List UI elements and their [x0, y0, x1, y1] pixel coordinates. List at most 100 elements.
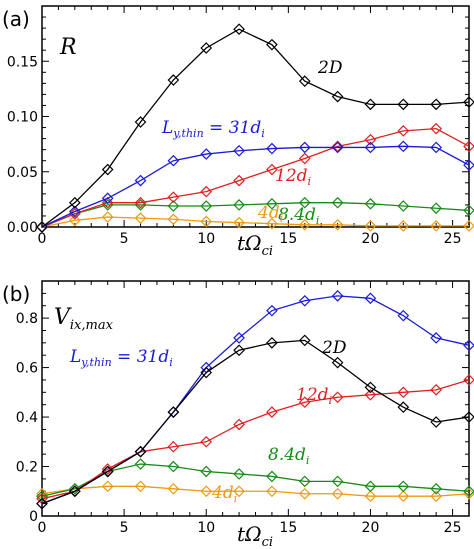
data-point-marker	[266, 142, 278, 155]
series-annotation: 12di	[296, 385, 332, 407]
data-point-marker	[266, 304, 278, 317]
y-tick-label: 0.8	[16, 311, 38, 327]
data-point-marker	[298, 475, 311, 488]
data-point-marker	[463, 487, 474, 500]
data-point-marker	[200, 465, 213, 478]
series-annotation: 8.4di	[268, 445, 309, 467]
data-point-marker	[298, 487, 311, 500]
title-main: V	[54, 305, 72, 330]
data-point-marker	[167, 200, 180, 212]
data-point-marker	[430, 482, 443, 495]
x-axis-label-subscript: ci	[262, 535, 273, 549]
data-point-marker	[298, 294, 311, 307]
data-point-marker	[364, 133, 377, 146]
title-subscript: ix,max	[70, 318, 114, 333]
data-point-marker	[331, 487, 344, 500]
annotation-subscript: i	[329, 394, 333, 407]
data-point-marker	[463, 220, 474, 232]
data-point-marker	[331, 475, 344, 488]
data-point-marker	[331, 140, 344, 153]
data-point-marker	[200, 42, 213, 54]
title-main: R	[59, 35, 77, 60]
x-axis-label: tΩci	[237, 231, 273, 259]
data-point-marker	[298, 218, 311, 231]
data-point-marker	[134, 480, 147, 493]
data-point-marker	[397, 386, 410, 399]
data-point-marker	[266, 406, 278, 418]
x-tick-label: 5	[120, 520, 129, 536]
data-point-marker	[200, 366, 213, 379]
y-tick-label: 0.15	[7, 54, 38, 70]
series-annotation: Ly,thin = 31di	[161, 118, 265, 140]
series-4d-i	[36, 480, 474, 503]
y-tick-label: 0.00	[7, 220, 38, 236]
series-line	[41, 145, 470, 228]
data-point-marker	[266, 217, 278, 230]
y-tick-label: 0.6	[16, 361, 38, 377]
annotation-subscript: y,thin	[172, 127, 203, 140]
data-point-marker	[364, 388, 377, 401]
series-annotation: 2D	[317, 58, 343, 78]
data-point-marker	[134, 174, 147, 187]
annotation-subscript: i	[234, 492, 238, 505]
annotation-text: 8.4d	[278, 205, 316, 225]
annotation-subscript: i	[280, 212, 284, 225]
data-point-marker	[298, 152, 311, 165]
panel-label: (a)	[2, 7, 30, 31]
series-annotation: 8.4di	[278, 205, 319, 227]
annotation-subscript: i	[169, 356, 173, 369]
data-point-marker	[200, 435, 213, 448]
data-point-marker	[266, 485, 278, 498]
data-point-marker	[364, 480, 377, 493]
y-tick-label: 0.4	[16, 410, 38, 426]
data-point-marker	[266, 470, 278, 483]
data-point-marker	[364, 381, 377, 394]
series-line	[41, 379, 470, 500]
y-tick-label: 0.2	[16, 460, 38, 476]
data-point-marker	[463, 374, 474, 386]
data-point-marker	[101, 192, 114, 205]
data-point-marker	[233, 485, 245, 498]
data-point-marker	[397, 98, 410, 111]
data-point-marker	[233, 468, 245, 480]
series-annotation: Ly,thin = 31di	[69, 347, 173, 369]
data-point-marker	[101, 211, 114, 223]
x-axis-label-subscript: ci	[262, 244, 273, 259]
data-point-marker	[397, 200, 410, 212]
data-point-marker	[68, 482, 81, 495]
data-point-marker	[101, 163, 114, 176]
annotation-text: 8.4d	[268, 445, 306, 465]
data-point-marker	[200, 185, 213, 198]
series-8-4d-i	[36, 458, 474, 503]
annotation-text-rest: = 31d	[204, 118, 262, 138]
annotation-subscript: i	[261, 127, 265, 140]
x-tick-label: 10	[197, 231, 215, 247]
data-point-marker	[430, 220, 443, 232]
data-point-marker	[167, 74, 180, 86]
panel-title: Vix,max	[54, 305, 114, 333]
data-point-marker	[68, 485, 81, 498]
y-tick-label: 0.10	[7, 110, 38, 126]
data-point-marker	[134, 116, 147, 128]
data-point-marker	[134, 458, 147, 470]
annotation-text: 4d	[211, 483, 234, 503]
annotation-text: 4d	[257, 203, 280, 223]
data-point-marker	[397, 309, 410, 322]
data-point-marker	[364, 141, 377, 154]
panel-label: (b)	[2, 282, 30, 306]
data-point-marker	[331, 218, 344, 231]
data-point-marker	[68, 207, 81, 220]
data-point-marker	[364, 98, 377, 111]
data-point-marker	[167, 406, 180, 418]
data-point-marker	[266, 197, 278, 210]
data-point-marker	[200, 485, 213, 498]
data-point-marker	[463, 485, 474, 498]
data-point-marker	[397, 220, 410, 232]
data-point-marker	[36, 490, 48, 503]
annotation-text: 2D	[317, 58, 343, 78]
data-point-marker	[68, 205, 81, 218]
data-point-marker	[364, 292, 377, 305]
data-point-marker	[134, 212, 147, 225]
data-point-marker	[331, 391, 344, 404]
